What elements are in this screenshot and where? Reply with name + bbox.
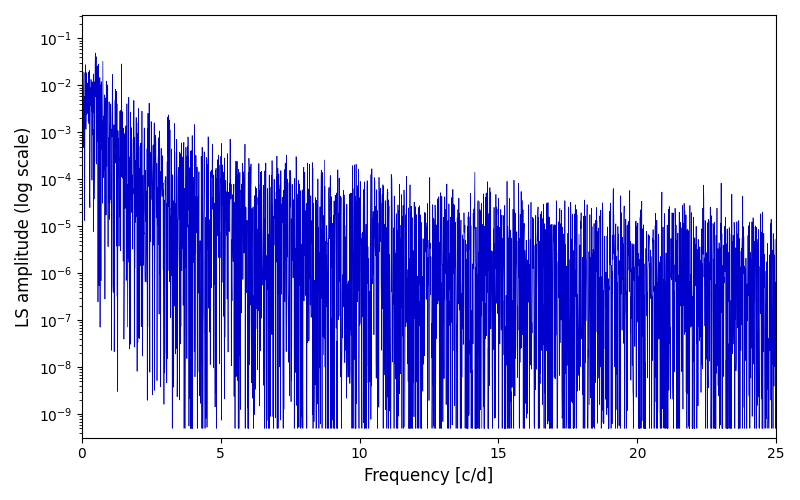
X-axis label: Frequency [c/d]: Frequency [c/d]: [364, 467, 494, 485]
Y-axis label: LS amplitude (log scale): LS amplitude (log scale): [15, 126, 33, 326]
